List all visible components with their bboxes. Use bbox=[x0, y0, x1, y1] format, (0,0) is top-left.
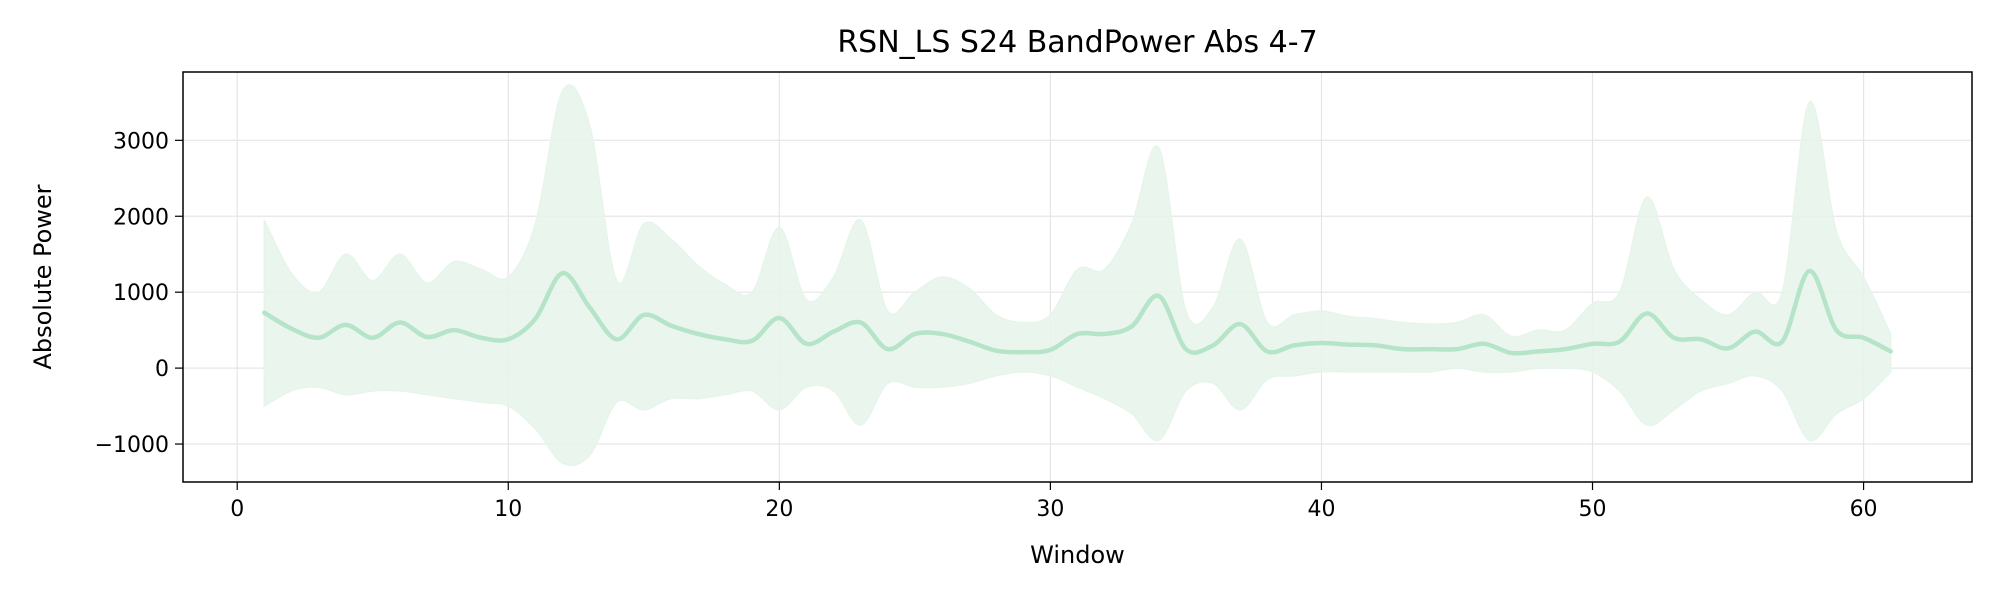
y-axis-label: Absolute Power bbox=[29, 184, 57, 369]
x-axis-ticks: 0 10 20 30 40 50 60 bbox=[230, 482, 1878, 522]
line-layer bbox=[262, 268, 1893, 356]
y-tick-label: 0 bbox=[155, 357, 169, 382]
x-tick-label: 40 bbox=[1307, 497, 1335, 522]
mean-line bbox=[262, 268, 1893, 356]
band-area bbox=[263, 84, 1892, 466]
x-tick-label: 10 bbox=[494, 497, 522, 522]
x-tick-label: 30 bbox=[1036, 497, 1064, 522]
chart-title: RSN_LS S24 BandPower Abs 4-7 bbox=[837, 25, 1317, 60]
x-tick-label: 0 bbox=[230, 497, 244, 522]
y-tick-label: 1000 bbox=[113, 281, 169, 306]
x-tick-label: 50 bbox=[1579, 497, 1607, 522]
y-tick-label: 3000 bbox=[113, 129, 169, 154]
band-layer bbox=[263, 84, 1892, 466]
x-tick-label: 20 bbox=[765, 497, 793, 522]
x-axis-label: Window bbox=[1030, 541, 1125, 569]
plot-frame bbox=[182, 71, 1973, 483]
x-tick-label: 60 bbox=[1850, 497, 1878, 522]
y-tick-label: −1000 bbox=[95, 433, 169, 458]
y-tick-label: 2000 bbox=[113, 205, 169, 230]
y-axis-ticks: −1000 0 1000 2000 3000 bbox=[95, 129, 183, 458]
